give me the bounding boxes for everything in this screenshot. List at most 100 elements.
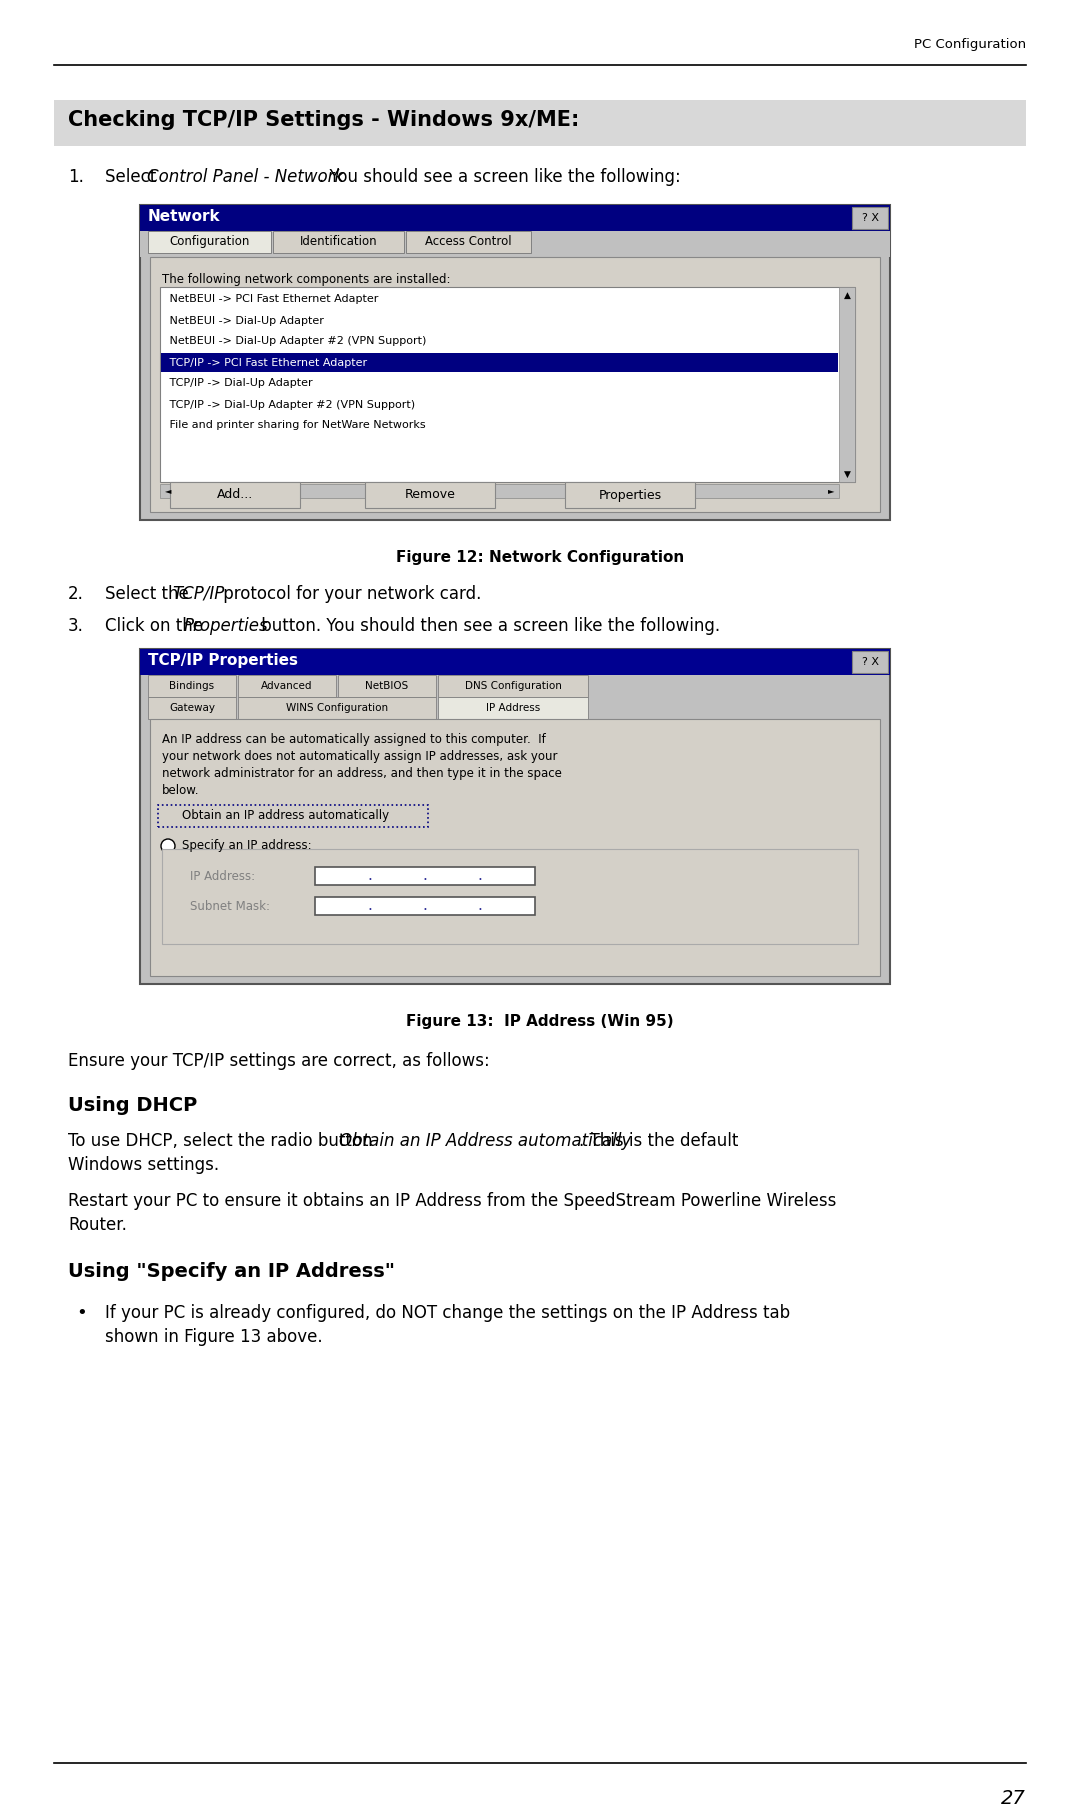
Bar <box>852 651 888 673</box>
Bar <box>140 649 890 984</box>
Bar <box>150 256 880 511</box>
Bar <box>852 207 888 229</box>
Text: Add...: Add... <box>217 489 253 502</box>
Text: Subnet Mask:: Subnet Mask: <box>190 900 270 913</box>
Text: To use DHCP, select the radio button: To use DHCP, select the radio button <box>68 1131 378 1150</box>
Bar <box>273 231 404 253</box>
Circle shape <box>161 809 175 822</box>
Text: Windows settings.: Windows settings. <box>68 1157 219 1173</box>
Bar <box>140 206 890 231</box>
Text: Restart your PC to ensure it obtains an IP Address from the SpeedStream Powerlin: Restart your PC to ensure it obtains an … <box>68 1191 836 1210</box>
Bar <box>238 675 336 697</box>
Text: Ensure your TCP/IP settings are correct, as follows:: Ensure your TCP/IP settings are correct,… <box>68 1051 489 1070</box>
Bar <box>438 675 588 697</box>
Text: button. You should then see a screen like the following.: button. You should then see a screen lik… <box>256 617 720 635</box>
Text: shown in Figure 13 above.: shown in Figure 13 above. <box>105 1328 323 1346</box>
Bar <box>150 719 880 977</box>
Text: TCP/IP -> Dial-Up Adapter: TCP/IP -> Dial-Up Adapter <box>166 378 312 389</box>
Bar <box>148 231 271 253</box>
Bar <box>54 100 1026 146</box>
Text: Identification: Identification <box>299 235 377 249</box>
Text: Remove: Remove <box>405 489 456 502</box>
Bar <box>140 231 890 256</box>
Text: File and printer sharing for NetWare Networks: File and printer sharing for NetWare Net… <box>166 420 426 431</box>
Text: ? X: ? X <box>862 213 878 224</box>
Text: TCP/IP -> PCI Fast Ethernet Adapter: TCP/IP -> PCI Fast Ethernet Adapter <box>166 358 367 367</box>
Bar <box>406 231 531 253</box>
Text: Select: Select <box>105 167 162 186</box>
Bar <box>148 697 237 719</box>
Text: Click on the: Click on the <box>105 617 208 635</box>
Text: ►: ► <box>827 486 834 495</box>
Bar <box>140 206 890 520</box>
Bar <box>315 868 535 886</box>
Text: TCP/IP -> Dial-Up Adapter #2 (VPN Support): TCP/IP -> Dial-Up Adapter #2 (VPN Suppor… <box>166 400 415 409</box>
Bar <box>162 849 858 944</box>
Text: NetBIOS: NetBIOS <box>365 680 408 691</box>
Text: TCP/IP: TCP/IP <box>172 586 225 604</box>
Text: IP Address: IP Address <box>486 702 540 713</box>
Text: protocol for your network card.: protocol for your network card. <box>218 586 482 604</box>
Text: .: . <box>367 899 373 913</box>
Text: .: . <box>477 899 483 913</box>
Text: 2.: 2. <box>68 586 84 604</box>
Bar <box>140 649 890 675</box>
Text: ▼: ▼ <box>843 469 850 478</box>
Text: DNS Configuration: DNS Configuration <box>464 680 562 691</box>
Text: Figure 13:  IP Address (Win 95): Figure 13: IP Address (Win 95) <box>406 1013 674 1030</box>
Text: Obtain an IP address automatically: Obtain an IP address automatically <box>183 809 389 822</box>
Text: Advanced: Advanced <box>261 680 313 691</box>
Text: NetBEUI -> Dial-Up Adapter: NetBEUI -> Dial-Up Adapter <box>166 315 324 326</box>
Bar <box>160 287 855 482</box>
Text: Router.: Router. <box>68 1215 126 1233</box>
Text: . This is the default: . This is the default <box>579 1131 739 1150</box>
Text: ? X: ? X <box>862 657 878 668</box>
Text: Specify an IP address:: Specify an IP address: <box>183 840 312 853</box>
Bar <box>438 697 588 719</box>
Bar <box>238 697 436 719</box>
Text: WINS Configuration: WINS Configuration <box>286 702 388 713</box>
Bar <box>338 675 436 697</box>
Text: Bindings: Bindings <box>170 680 215 691</box>
Text: If your PC is already configured, do NOT change the settings on the IP Address t: If your PC is already configured, do NOT… <box>105 1304 791 1322</box>
Text: NetBEUI -> Dial-Up Adapter #2 (VPN Support): NetBEUI -> Dial-Up Adapter #2 (VPN Suppo… <box>166 337 427 346</box>
Bar <box>839 287 855 482</box>
Text: ◄: ◄ <box>165 486 172 495</box>
Text: PC Configuration: PC Configuration <box>914 38 1026 51</box>
Text: .: . <box>422 899 428 913</box>
Text: NetBEUI -> PCI Fast Ethernet Adapter: NetBEUI -> PCI Fast Ethernet Adapter <box>166 295 378 304</box>
Text: Control Panel - Network: Control Panel - Network <box>147 167 345 186</box>
Text: An IP address can be automatically assigned to this computer.  If
your network d: An IP address can be automatically assig… <box>162 733 562 797</box>
Bar <box>170 482 300 508</box>
Bar <box>160 484 839 498</box>
Text: Using "Specify an IP Address": Using "Specify an IP Address" <box>68 1262 395 1281</box>
Text: Properties: Properties <box>598 489 662 502</box>
Circle shape <box>161 839 175 853</box>
Bar <box>148 675 237 697</box>
Text: The following network components are installed:: The following network components are ins… <box>162 273 450 286</box>
Text: Select the: Select the <box>105 586 194 604</box>
Text: Access Control: Access Control <box>426 235 512 249</box>
Text: Gateway: Gateway <box>168 702 215 713</box>
Bar <box>161 353 838 373</box>
Bar <box>565 482 696 508</box>
Text: .: . <box>422 868 428 884</box>
Text: . You should see a screen like the following:: . You should see a screen like the follo… <box>319 167 680 186</box>
Bar <box>315 897 535 915</box>
Bar <box>158 806 428 828</box>
Text: Checking TCP/IP Settings - Windows 9x/ME:: Checking TCP/IP Settings - Windows 9x/ME… <box>68 109 579 129</box>
Text: Obtain an IP Address automatically: Obtain an IP Address automatically <box>339 1131 632 1150</box>
Text: ▲: ▲ <box>843 291 850 300</box>
Text: Network: Network <box>148 209 220 224</box>
Text: 27: 27 <box>1001 1790 1026 1808</box>
Text: .: . <box>477 868 483 884</box>
Text: Using DHCP: Using DHCP <box>68 1097 198 1115</box>
Circle shape <box>164 813 172 820</box>
Text: .: . <box>367 868 373 884</box>
Text: •: • <box>76 1304 86 1322</box>
Bar <box>365 482 495 508</box>
Text: Properties: Properties <box>184 617 269 635</box>
Text: TCP/IP Properties: TCP/IP Properties <box>148 653 298 668</box>
Text: IP Address:: IP Address: <box>190 869 255 882</box>
Text: 1.: 1. <box>68 167 84 186</box>
